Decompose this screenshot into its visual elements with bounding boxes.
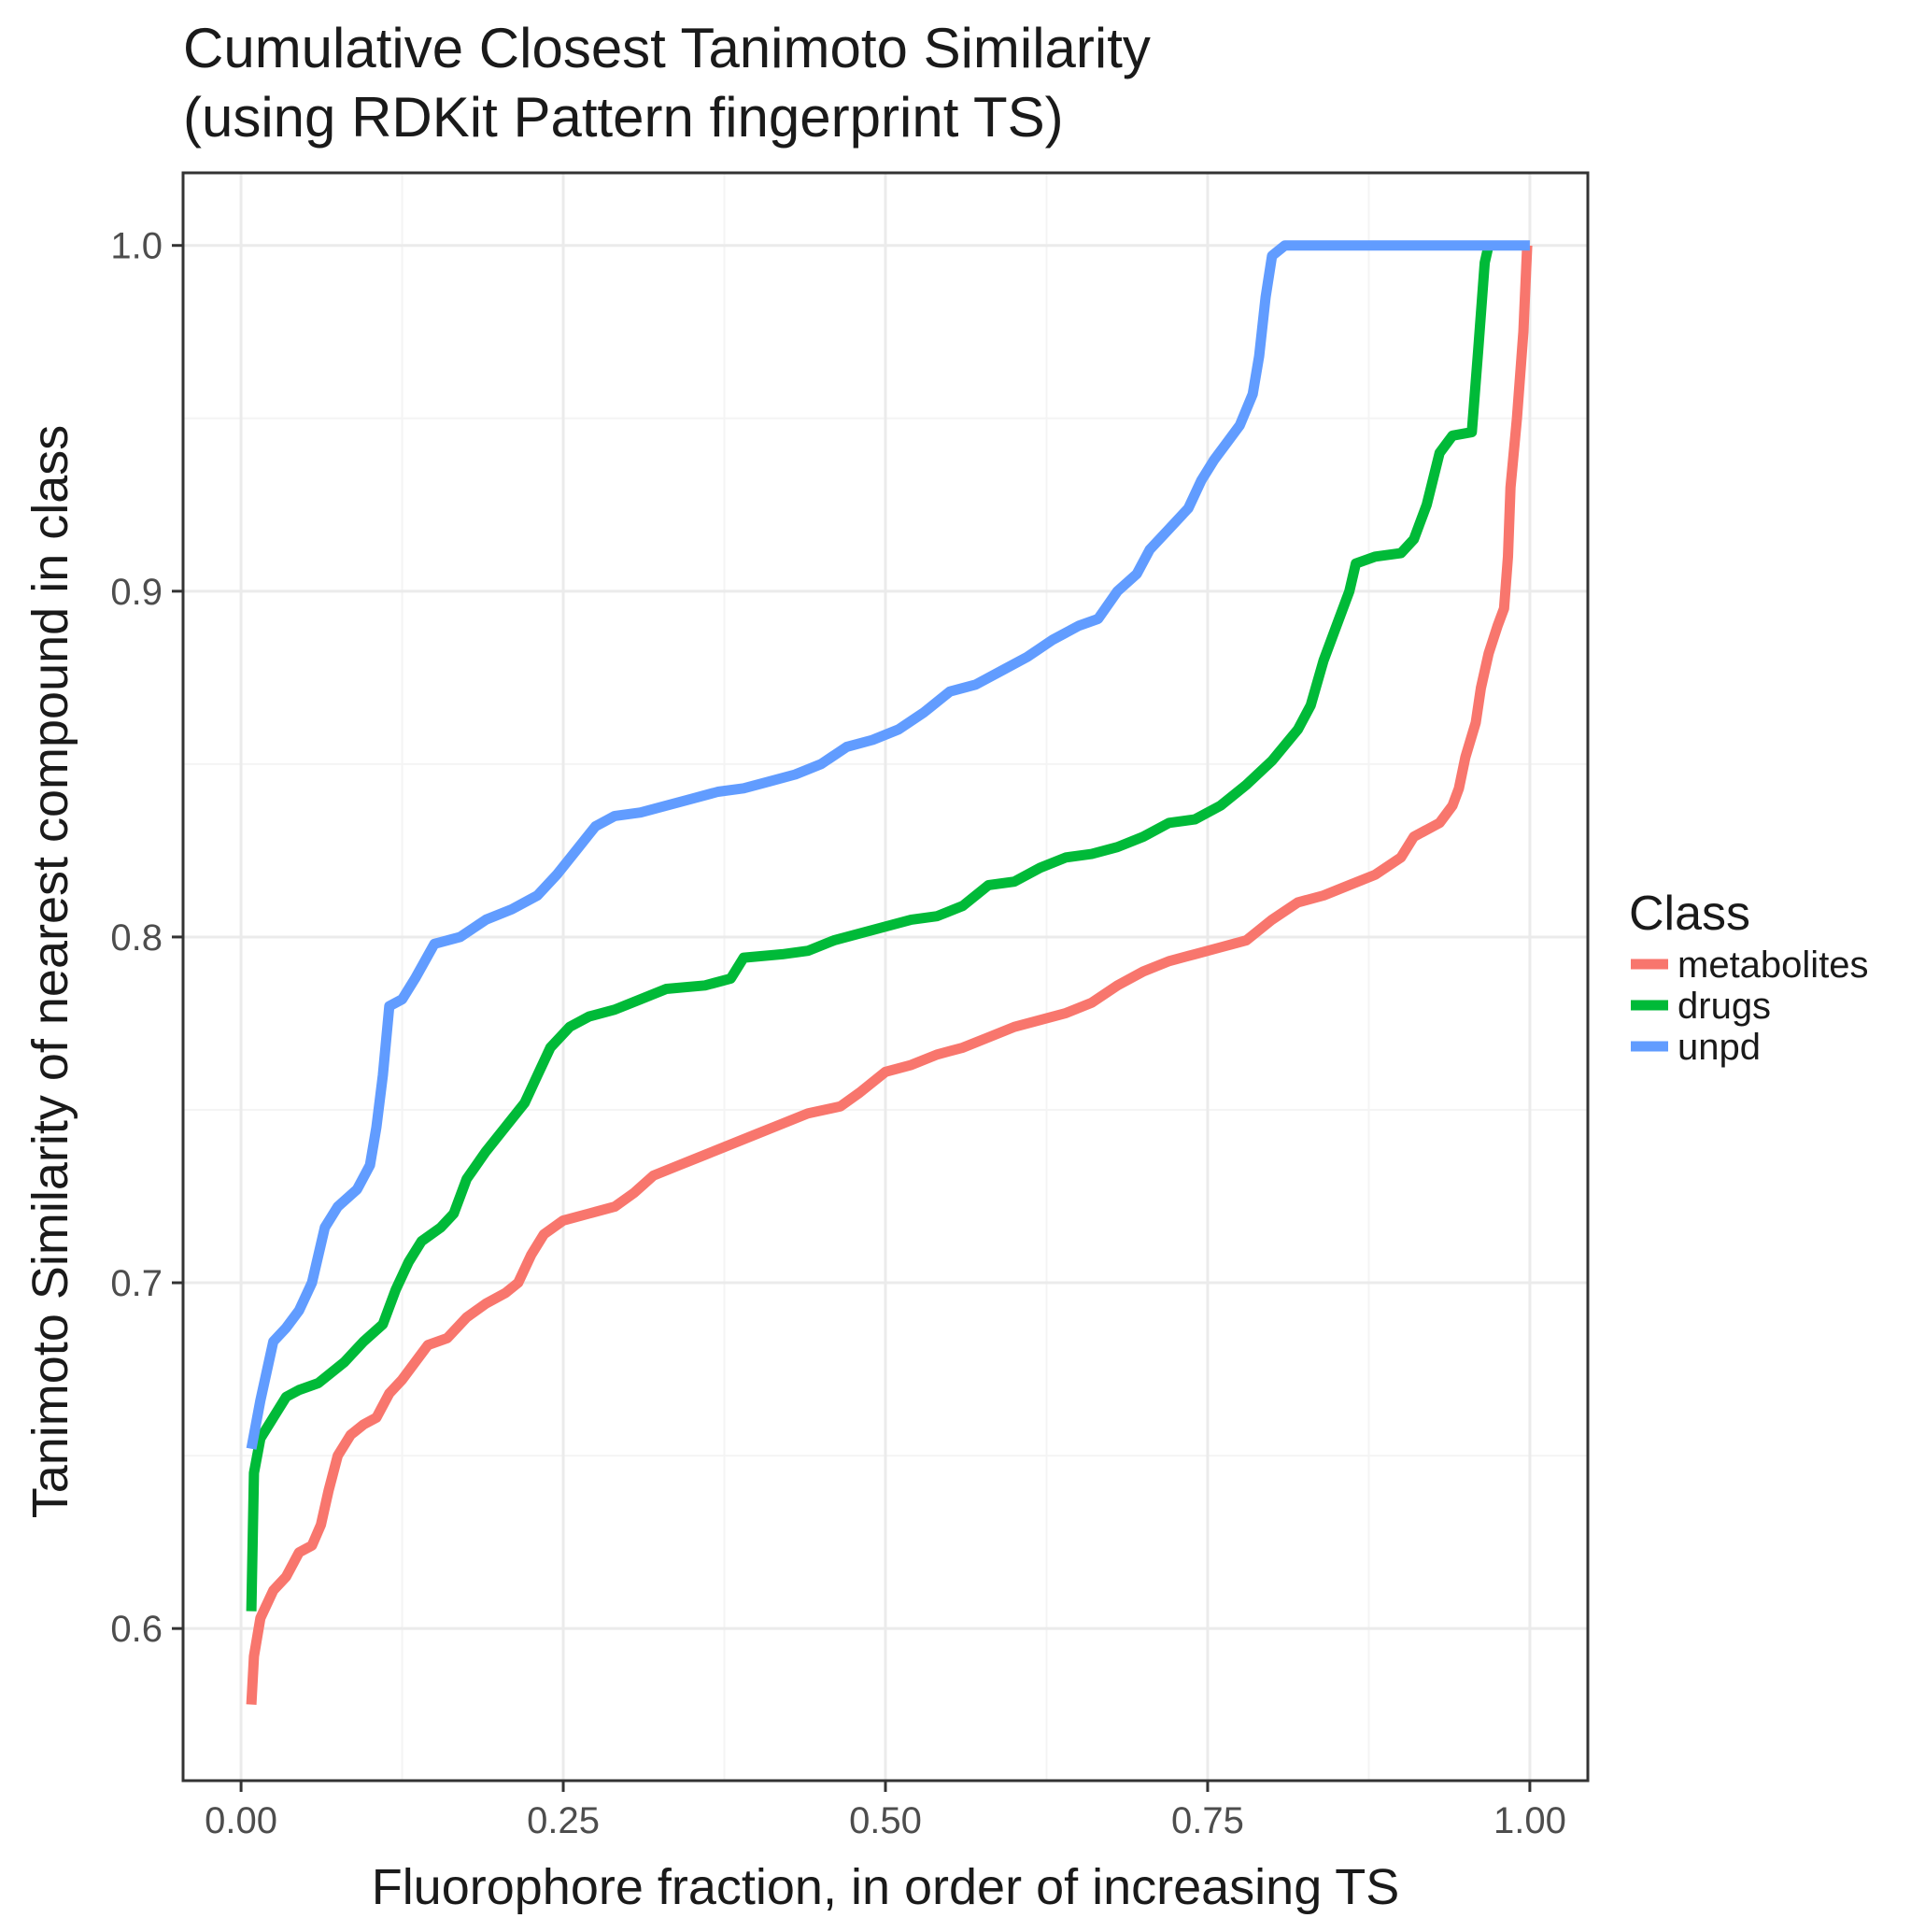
y-tick-label: 1.0 (110, 226, 163, 267)
y-tick-label: 0.8 (110, 917, 163, 959)
legend-label-unpd: unpd (1677, 1027, 1761, 1068)
y-axis-title: Tanimoto Similarity of nearest compound … (22, 425, 78, 1519)
x-tick-label: 0.25 (527, 1800, 600, 1841)
legend-label-drugs: drugs (1677, 986, 1771, 1027)
x-axis-title: Fluorophore fraction, in order of increa… (372, 1859, 1400, 1915)
y-tick-label: 0.6 (110, 1609, 163, 1650)
x-tick-label: 0.50 (849, 1800, 922, 1841)
chart-title-line-1: Cumulative Closest Tanimoto Similarity (183, 17, 1151, 79)
y-tick-label: 0.9 (110, 572, 163, 613)
x-tick-label: 0.75 (1171, 1800, 1244, 1841)
series-line-unpd (246, 240, 1530, 1450)
series-layer (246, 240, 1533, 1705)
x-tick-label: 0.00 (205, 1800, 277, 1841)
x-axis: 0.00 0.25 0.50 0.75 1.00 (205, 1781, 1566, 1841)
series-line-metabolites (246, 245, 1533, 1705)
x-tick-label: 1.00 (1493, 1800, 1566, 1841)
legend-label-metabolites: metabolites (1677, 945, 1869, 986)
chart-title-line-2: (using RDKit Pattern fingerprint TS) (183, 86, 1064, 149)
y-tick-label: 0.7 (110, 1263, 163, 1304)
legend-title: Class (1629, 887, 1750, 941)
series-line-drugs (246, 244, 1494, 1612)
y-axis: 0.6 0.7 0.8 0.9 1.0 (110, 226, 183, 1650)
